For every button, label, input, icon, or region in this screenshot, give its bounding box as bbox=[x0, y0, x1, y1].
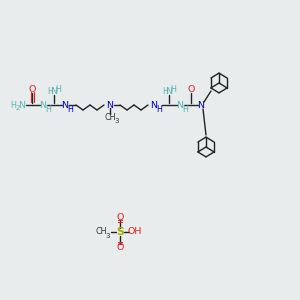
Text: N: N bbox=[61, 100, 68, 109]
Text: 3: 3 bbox=[106, 233, 110, 239]
Text: H: H bbox=[45, 104, 51, 113]
Text: 3: 3 bbox=[115, 118, 119, 124]
Text: H: H bbox=[10, 100, 16, 109]
Text: H: H bbox=[182, 104, 188, 113]
Text: N: N bbox=[176, 100, 184, 109]
Text: O: O bbox=[116, 242, 124, 251]
Text: N: N bbox=[106, 100, 113, 109]
Text: H: H bbox=[55, 85, 61, 94]
Text: CH: CH bbox=[104, 113, 116, 122]
Text: N: N bbox=[19, 100, 26, 109]
Text: N: N bbox=[50, 88, 58, 97]
Text: O: O bbox=[28, 85, 36, 94]
Text: O: O bbox=[116, 212, 124, 221]
Text: N: N bbox=[166, 88, 172, 97]
Text: 2: 2 bbox=[16, 105, 20, 111]
Text: CH: CH bbox=[95, 227, 107, 236]
Text: S: S bbox=[116, 227, 124, 237]
Text: N: N bbox=[151, 100, 158, 109]
Text: H: H bbox=[47, 88, 53, 97]
Text: H: H bbox=[162, 88, 168, 97]
Text: H: H bbox=[170, 85, 176, 94]
Text: OH: OH bbox=[128, 227, 142, 236]
Text: H: H bbox=[156, 104, 162, 113]
Text: N: N bbox=[40, 100, 46, 109]
Text: H: H bbox=[67, 104, 73, 113]
Text: O: O bbox=[187, 85, 195, 94]
Text: N: N bbox=[197, 100, 205, 109]
